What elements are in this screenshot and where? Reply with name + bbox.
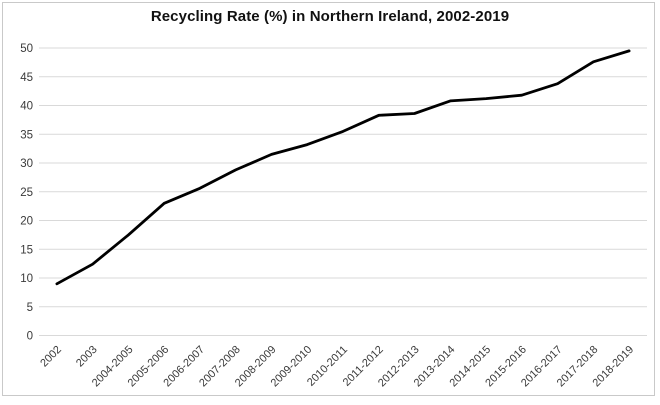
y-axis-tick-label: 0: [27, 331, 33, 343]
y-axis-tick-label: 25: [20, 187, 33, 199]
y-axis-tick-label: 35: [20, 129, 33, 141]
y-axis-tick-label: 50: [20, 43, 33, 55]
x-axis-tick-label: 2003: [74, 344, 100, 370]
y-axis-tick-label: 10: [20, 273, 33, 285]
chart-title: Recycling Rate (%) in Northern Ireland, …: [150, 8, 510, 25]
y-axis-tick-label: 45: [20, 72, 33, 84]
y-axis-tick-label: 40: [20, 101, 33, 113]
y-axis-tick-label: 30: [20, 158, 33, 170]
y-axis-tick-label: 5: [27, 302, 33, 314]
y-axis-tick-label: 20: [20, 216, 33, 228]
chart-border-frame: [2, 2, 655, 396]
y-axis-tick-label: 15: [20, 244, 33, 256]
data-line: [55, 49, 631, 286]
x-axis-tick-label: 2002: [38, 344, 64, 370]
